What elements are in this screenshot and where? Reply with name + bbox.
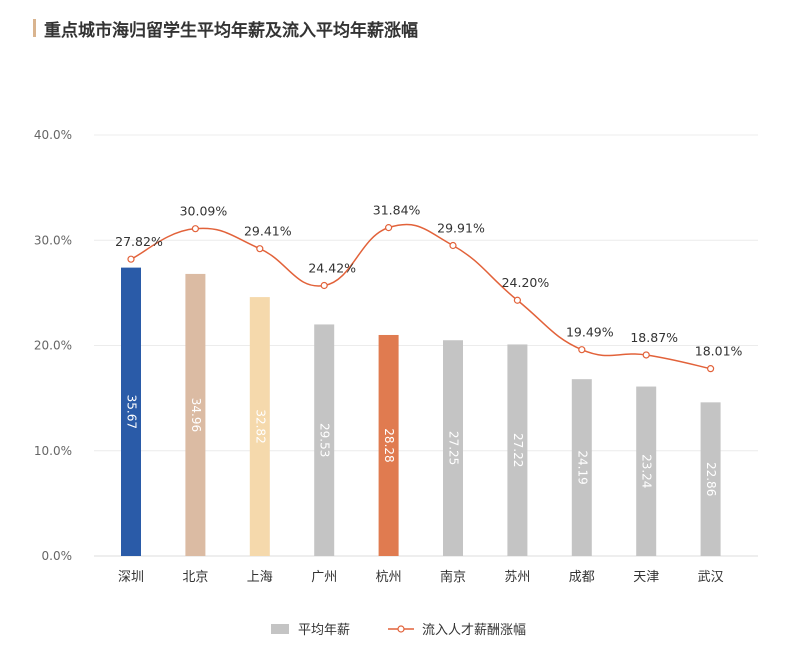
line-value-label: 18.01% — [695, 344, 743, 359]
line-value-label: 30.09% — [180, 204, 228, 219]
line-value-label: 24.42% — [308, 261, 356, 276]
bar — [378, 334, 399, 556]
y-tick-label: 20.0% — [34, 339, 72, 353]
bar-value-label: 29.53 — [318, 423, 332, 457]
bar-value-label: 22.86 — [704, 462, 718, 496]
growth-line — [127, 223, 715, 373]
line-point — [127, 255, 135, 263]
x-tick-label: 天津 — [633, 570, 659, 585]
line-point — [449, 241, 457, 250]
bar — [507, 344, 528, 556]
y-tick-label: 30.0% — [34, 233, 72, 247]
bar — [443, 340, 463, 556]
labels: 35.67 深圳 34.96 北京 32.82 上海 29.53 广州 28.28 杭州 27.25… — [115, 203, 742, 585]
bar-value-label: 27.22 — [511, 433, 525, 467]
line-point — [578, 346, 586, 354]
legend-line-marker — [397, 625, 405, 633]
line-point — [706, 365, 715, 373]
bar-value-label: 35.67 — [125, 395, 139, 429]
bar — [314, 324, 335, 556]
bar-value-label: 27.25 — [447, 431, 461, 465]
bar-value-label: 34.96 — [189, 398, 203, 432]
line-point — [642, 351, 650, 359]
line-point — [320, 281, 328, 290]
bar — [636, 386, 657, 556]
line-point — [256, 245, 264, 253]
line-value-label: 29.41% — [244, 224, 292, 239]
line-value-label: 27.82% — [115, 234, 163, 249]
x-tick-label: 成都 — [569, 570, 595, 585]
bar — [185, 273, 206, 556]
chart-title: 重点城市海归留学生平均年薪及流入平均年薪涨幅 — [44, 21, 418, 41]
x-tick-label: 上海 — [247, 570, 273, 585]
bar — [571, 379, 592, 556]
line-value-label: 24.20% — [502, 275, 550, 290]
x-tick-label: 北京 — [182, 570, 208, 585]
line-value-label: 29.91% — [437, 221, 485, 236]
line-point — [385, 224, 393, 232]
line-point — [513, 296, 522, 304]
legend-bar-label: 平均年薪 — [298, 623, 350, 638]
bar — [700, 402, 721, 556]
x-tick-label: 苏州 — [504, 569, 530, 585]
bar-value-label: 24.19 — [575, 450, 589, 484]
line-value-label: 19.49% — [566, 325, 614, 340]
legend: 平均年薪 流入人才薪酬涨幅 — [271, 623, 526, 638]
line-value-label: 18.87% — [630, 330, 678, 345]
growth-line-path — [130, 223, 711, 370]
title-accent-bar — [33, 19, 36, 37]
bar-value-label: 32.82 — [253, 409, 267, 443]
bar-value-label: 28.28 — [382, 428, 396, 462]
line-value-label: 31.84% — [373, 203, 421, 218]
bars — [121, 267, 721, 556]
y-tick-label: 40.0% — [34, 128, 72, 142]
bar — [121, 267, 141, 556]
y-tick-label: 0.0% — [42, 549, 73, 563]
x-tick-label: 广州 — [311, 570, 337, 585]
legend-line-label: 流入人才薪酬涨幅 — [422, 623, 526, 638]
bar-value-label: 23.24 — [640, 454, 654, 488]
bar — [249, 297, 270, 556]
line-point — [191, 225, 199, 233]
legend-bar-swatch — [271, 624, 289, 634]
x-tick-label: 南京 — [440, 569, 466, 585]
x-tick-label: 深圳 — [118, 570, 144, 585]
x-tick-label: 武汉 — [698, 570, 724, 585]
x-tick-label: 杭州 — [376, 570, 402, 585]
y-tick-label: 10.0% — [34, 444, 72, 458]
